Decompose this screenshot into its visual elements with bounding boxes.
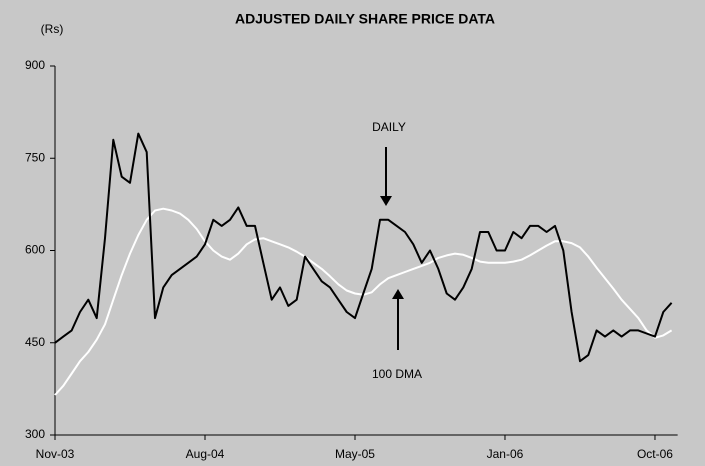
x-tick-label: May-05 [335, 447, 375, 461]
arrow-head [380, 196, 392, 206]
y-tick-label: 900 [25, 58, 45, 72]
y-tick-label: 450 [25, 335, 45, 349]
x-tick-label: Oct-06 [637, 447, 673, 461]
series-line [54, 132, 673, 363]
y-tick-label: 600 [25, 243, 45, 257]
chart-title: ADJUSTED DAILY SHARE PRICE DATA [235, 11, 495, 27]
x-tick-label: Nov-03 [36, 447, 75, 461]
x-tick-label: Aug-04 [186, 447, 225, 461]
x-tick-label: Jan-06 [487, 447, 524, 461]
y-axis-label: (Rs) [41, 22, 64, 36]
annotation: 100 DMA [372, 367, 422, 381]
y-tick-label: 300 [25, 427, 45, 441]
annotation: DAILY [372, 120, 406, 134]
y-tick-label: 750 [25, 150, 45, 164]
arrow-head [392, 289, 404, 299]
series-line [54, 207, 673, 396]
